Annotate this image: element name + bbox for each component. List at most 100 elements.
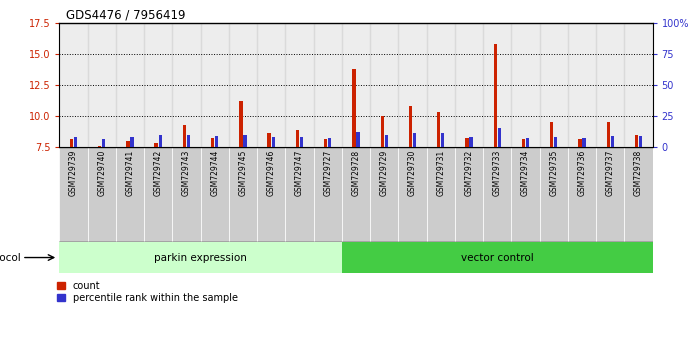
Text: GSM729728: GSM729728 <box>352 150 360 196</box>
FancyBboxPatch shape <box>313 147 342 242</box>
Bar <box>385 135 388 147</box>
Text: parkin expression: parkin expression <box>154 252 247 263</box>
Bar <box>568 23 596 147</box>
Bar <box>239 101 243 147</box>
Bar <box>144 23 172 147</box>
Bar <box>380 116 384 147</box>
Bar <box>469 137 473 147</box>
Bar <box>426 23 455 147</box>
Text: GSM729739: GSM729739 <box>69 150 78 196</box>
Bar <box>272 137 275 147</box>
Text: protocol: protocol <box>0 252 21 263</box>
Legend: count, percentile rank within the sample: count, percentile rank within the sample <box>57 281 238 303</box>
Text: GSM729740: GSM729740 <box>97 150 106 196</box>
Bar <box>187 135 190 147</box>
Bar <box>126 141 130 147</box>
Text: GSM729730: GSM729730 <box>408 150 417 196</box>
FancyBboxPatch shape <box>455 147 483 242</box>
Bar <box>639 136 642 147</box>
Bar <box>550 122 554 147</box>
Bar <box>578 139 581 147</box>
FancyBboxPatch shape <box>426 147 455 242</box>
Bar <box>87 23 116 147</box>
Bar <box>296 130 299 147</box>
Text: GSM729744: GSM729744 <box>210 150 219 196</box>
FancyBboxPatch shape <box>540 147 568 242</box>
Bar <box>540 23 568 147</box>
FancyBboxPatch shape <box>87 147 116 242</box>
Bar <box>154 143 158 147</box>
Bar <box>437 112 440 147</box>
FancyBboxPatch shape <box>200 147 229 242</box>
Text: GSM729736: GSM729736 <box>577 150 586 196</box>
Bar <box>131 137 134 147</box>
Bar <box>244 135 246 147</box>
Bar <box>455 23 483 147</box>
FancyBboxPatch shape <box>625 147 653 242</box>
Bar <box>300 137 303 147</box>
FancyBboxPatch shape <box>342 147 370 242</box>
Bar <box>328 138 332 147</box>
Bar <box>554 137 558 147</box>
FancyBboxPatch shape <box>59 242 342 273</box>
FancyBboxPatch shape <box>370 147 399 242</box>
Text: GSM729745: GSM729745 <box>239 150 248 196</box>
Bar <box>370 23 399 147</box>
Text: GSM729732: GSM729732 <box>464 150 473 196</box>
Bar <box>611 136 614 147</box>
Bar <box>441 133 445 147</box>
Bar <box>158 135 162 147</box>
Text: GSM729741: GSM729741 <box>126 150 135 196</box>
Bar <box>522 139 525 147</box>
Bar <box>498 129 501 147</box>
Bar <box>399 23 426 147</box>
Bar <box>413 133 416 147</box>
FancyBboxPatch shape <box>568 147 596 242</box>
FancyBboxPatch shape <box>512 147 540 242</box>
Bar <box>352 69 356 147</box>
FancyBboxPatch shape <box>229 147 257 242</box>
Bar <box>582 138 586 147</box>
Bar <box>172 23 200 147</box>
Text: GSM729747: GSM729747 <box>295 150 304 196</box>
Text: vector control: vector control <box>461 252 533 263</box>
Bar <box>285 23 313 147</box>
Bar <box>211 138 214 147</box>
Text: GSM729743: GSM729743 <box>182 150 191 196</box>
Text: GSM729731: GSM729731 <box>436 150 445 196</box>
FancyBboxPatch shape <box>116 147 144 242</box>
Bar <box>483 23 512 147</box>
Bar <box>70 139 73 147</box>
Text: GSM729734: GSM729734 <box>521 150 530 196</box>
Text: GSM729733: GSM729733 <box>493 150 502 196</box>
Text: GDS4476 / 7956419: GDS4476 / 7956419 <box>66 9 186 22</box>
FancyBboxPatch shape <box>342 242 653 273</box>
Bar <box>74 137 77 147</box>
Bar <box>607 122 610 147</box>
Bar <box>200 23 229 147</box>
FancyBboxPatch shape <box>285 147 313 242</box>
FancyBboxPatch shape <box>399 147 426 242</box>
FancyBboxPatch shape <box>483 147 512 242</box>
Bar <box>183 125 186 147</box>
Bar <box>409 106 412 147</box>
Text: GSM729737: GSM729737 <box>606 150 615 196</box>
Bar <box>313 23 342 147</box>
Bar <box>229 23 257 147</box>
Bar <box>512 23 540 147</box>
Bar <box>324 139 327 147</box>
FancyBboxPatch shape <box>257 147 285 242</box>
Bar <box>215 136 218 147</box>
FancyBboxPatch shape <box>144 147 172 242</box>
Bar <box>493 44 497 147</box>
Bar <box>102 139 105 147</box>
Bar <box>466 138 468 147</box>
FancyBboxPatch shape <box>59 147 87 242</box>
Bar <box>634 135 638 147</box>
Bar <box>596 23 625 147</box>
Text: GSM729742: GSM729742 <box>154 150 163 196</box>
FancyBboxPatch shape <box>172 147 200 242</box>
Bar <box>98 146 101 147</box>
Bar <box>59 23 87 147</box>
Bar <box>356 132 359 147</box>
